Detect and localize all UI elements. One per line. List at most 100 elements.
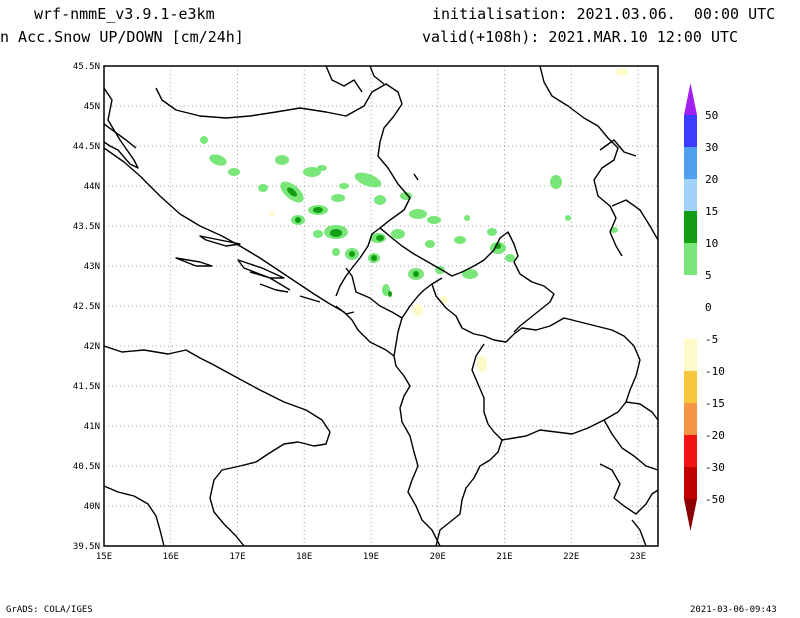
latitude-label: 42N (84, 342, 100, 352)
border-albania-kosovo (431, 283, 641, 441)
snow-area (332, 248, 340, 256)
snow-area (331, 194, 345, 202)
legend-swatch (684, 211, 697, 243)
latitude-labels: 45.5N 45N 44.5N 44N 43.5N 43N 42.5N 42N 41.5N 41N… (73, 62, 100, 552)
latitude-label: 43N (84, 262, 100, 272)
aegean-coast (599, 463, 658, 546)
snow-melt-area (616, 68, 628, 76)
legend-label: 50 (705, 109, 718, 122)
legend-swatch (684, 371, 697, 403)
latitude-label: 40N (84, 502, 100, 512)
render-timestamp: 2021-03-06-09:43 (690, 605, 777, 615)
snow-area (200, 136, 208, 144)
legend-swatch (684, 339, 697, 371)
longitude-label: 17E (229, 552, 245, 562)
snow-area (275, 155, 289, 165)
longitude-label: 19E (363, 552, 379, 562)
heavy-snow-area (371, 255, 377, 261)
border-albania-greece (435, 419, 658, 546)
snow-area (454, 236, 466, 244)
border-montenegro (345, 267, 443, 357)
legend-label: -5 (705, 333, 718, 346)
latitude-label: 41.5N (73, 382, 100, 392)
snow-melt-area (413, 304, 423, 316)
map-outlines (104, 66, 658, 546)
snow-fields (200, 68, 628, 372)
snow-area (425, 240, 435, 248)
snow-area (313, 230, 323, 238)
legend-swatch (684, 115, 697, 147)
latitude-label: 45N (84, 102, 100, 112)
border-serbia-romania (413, 66, 637, 257)
border-bulgaria (611, 199, 658, 421)
legend-swatch (684, 307, 697, 339)
heavy-snow-area (287, 187, 297, 197)
heavy-snow-area (388, 291, 392, 297)
snow-melt-area (477, 356, 487, 372)
snow-area (228, 168, 240, 176)
snow-area (382, 284, 390, 296)
snow-area (464, 215, 470, 221)
legend-label: -10 (705, 365, 725, 378)
heavy-snow-area (313, 207, 323, 213)
valid-time: valid(+108h): 2021.MAR.10 12:00 UTC (422, 28, 739, 46)
legend-label: -20 (705, 429, 725, 442)
init-time: initialisation: 2021.03.06. 00:00 UTC (432, 5, 776, 23)
snow-area (487, 228, 497, 236)
legend-label: -30 (705, 461, 725, 474)
legend-top-arrow (684, 83, 697, 115)
longitude-label: 16E (163, 552, 179, 562)
legend-swatch (684, 243, 697, 275)
heavy-snow-area (349, 251, 355, 257)
islands (104, 123, 355, 315)
snow-area (400, 192, 412, 200)
latitude-label: 42.5N (73, 302, 100, 312)
snow-area (374, 195, 386, 205)
legend-swatch (684, 435, 697, 467)
longitude-label: 18E (296, 552, 312, 562)
longitude-label: 15E (96, 552, 112, 562)
snow-area (303, 167, 321, 177)
legend-swatch (684, 179, 697, 211)
legend-label: 10 (705, 237, 718, 250)
longitude-label: 22E (563, 552, 579, 562)
snow-area (339, 183, 349, 189)
heavy-snow-area (330, 229, 342, 237)
legend-label: -50 (705, 493, 725, 506)
grads-credit: GrADS: COLA/IGES (6, 605, 93, 615)
longitude-label: 23E (630, 552, 646, 562)
longitude-labels: 15E 16E 17E 18E 19E 20E 21E 22E 23E (96, 552, 646, 562)
latitude-label: 41N (84, 422, 100, 432)
snow-area (317, 165, 327, 171)
latitude-label: 44.5N (73, 142, 100, 152)
snow-area (391, 229, 405, 239)
snow-area (565, 215, 571, 221)
model-name: wrf-nmmE_v3.9.1-e3km (34, 5, 215, 23)
legend-swatch (684, 275, 697, 307)
latitude-label: 44N (84, 182, 100, 192)
snow-area (462, 269, 478, 279)
snow-area (258, 184, 268, 192)
snow-area (354, 172, 382, 188)
coastline-adriatic-east (104, 87, 441, 546)
snow-area (427, 216, 441, 224)
legend-label: -15 (705, 397, 725, 410)
snow-area (550, 175, 562, 189)
snow-area (209, 154, 227, 166)
snow-area (505, 254, 515, 262)
border-croatia-hungary (325, 66, 385, 93)
latitude-label: 45.5N (73, 62, 100, 72)
heavy-snow-area (376, 235, 384, 241)
legend-swatch (684, 147, 697, 179)
heavy-snow-area (295, 217, 301, 223)
border-serbia-inner (379, 227, 555, 333)
latitude-label: 40.5N (73, 462, 100, 472)
longitude-label: 21E (496, 552, 512, 562)
coastline-italy (104, 345, 331, 546)
heavy-snow-area (413, 271, 419, 277)
legend-bottom-arrow (684, 499, 697, 531)
legend-label: 30 (705, 141, 718, 154)
legend-swatch (684, 467, 697, 499)
